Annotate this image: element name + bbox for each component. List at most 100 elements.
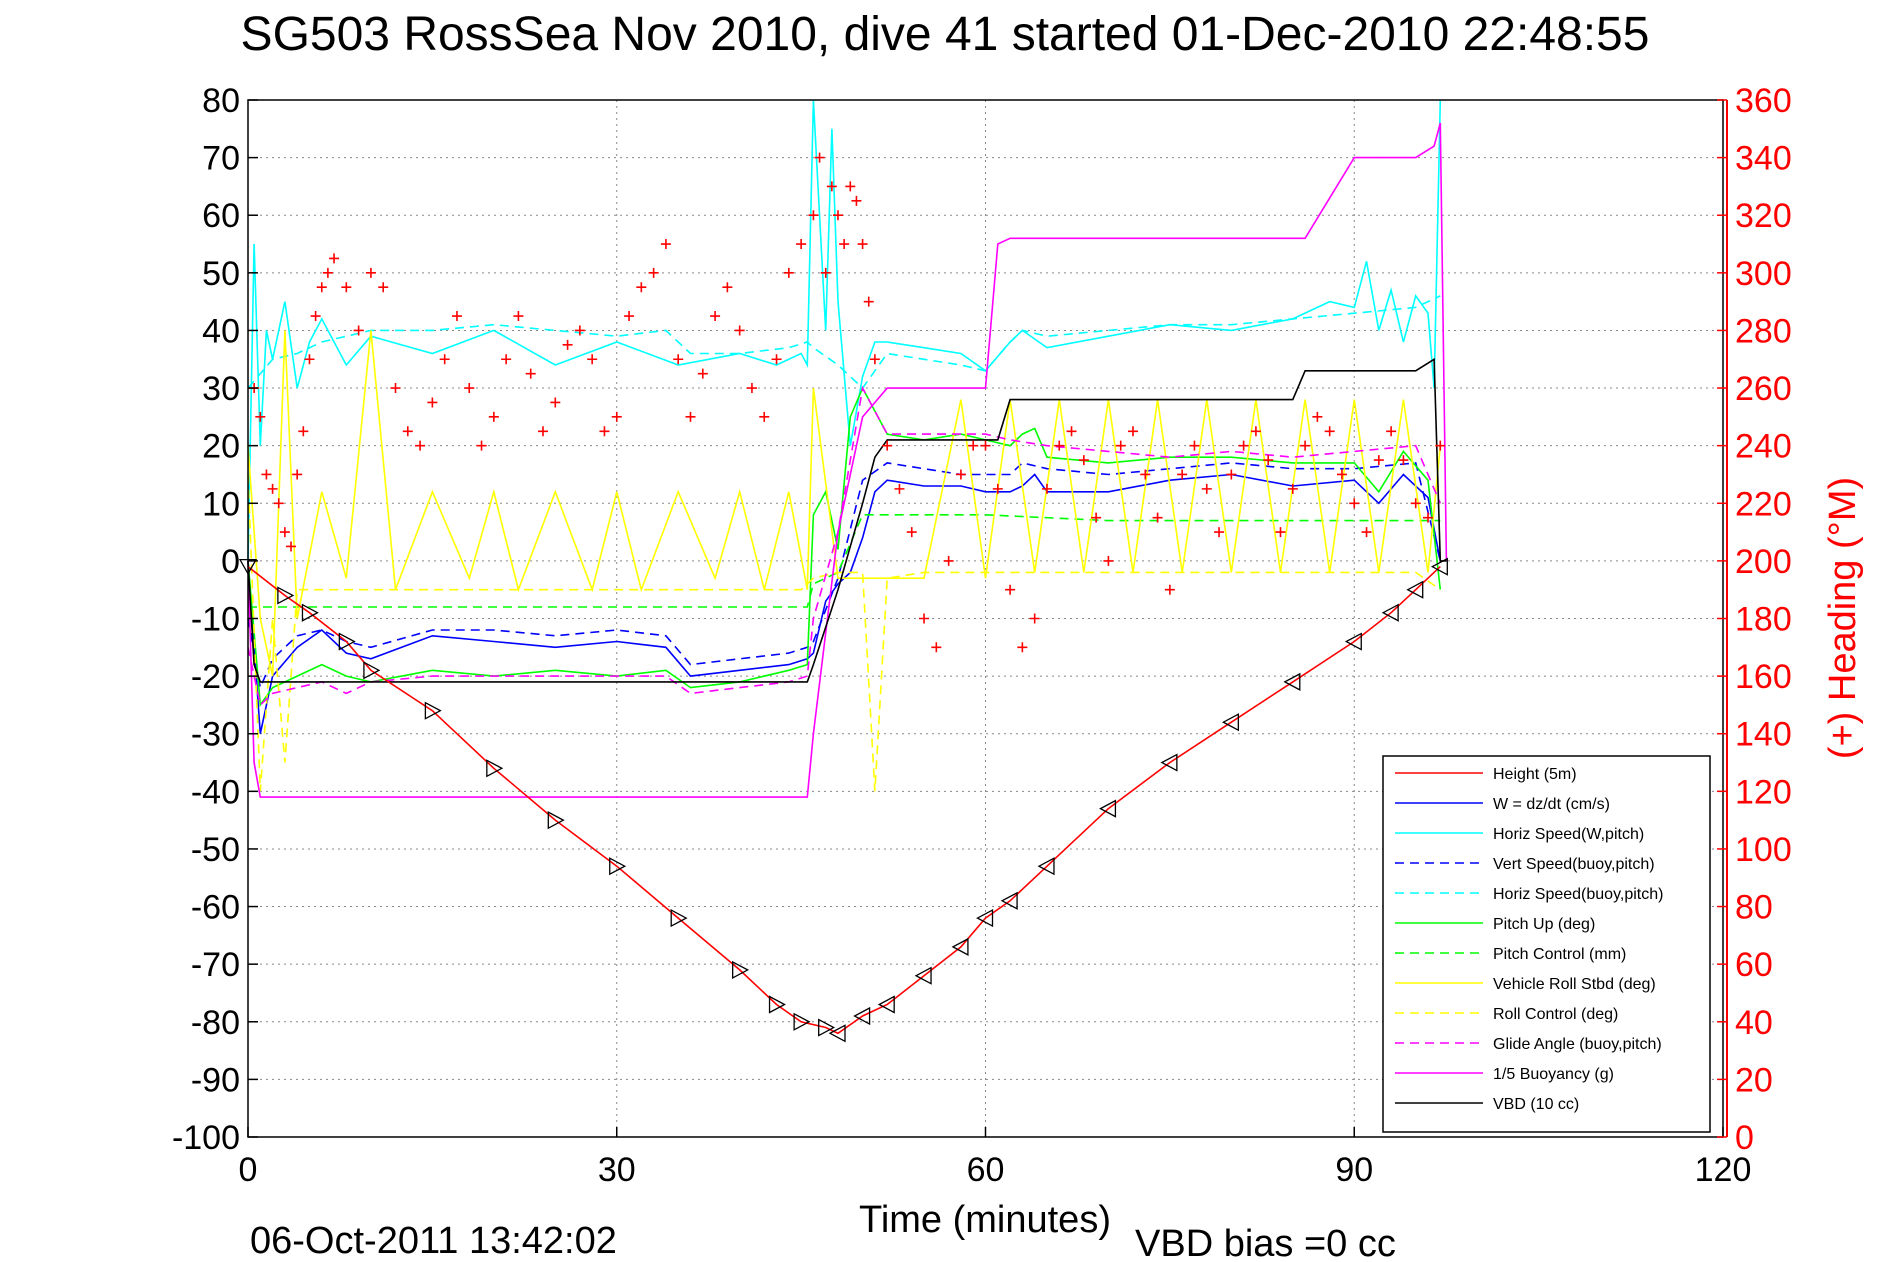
heading-point	[488, 411, 499, 422]
heading-point	[759, 411, 770, 422]
x-axis: 0 30 60 90 120	[239, 1127, 1752, 1189]
y-right-tick-label: 120	[1735, 773, 1792, 811]
grid	[248, 100, 1723, 1137]
heading-point	[746, 383, 757, 394]
heading-point	[968, 440, 979, 451]
depth-marker	[609, 857, 627, 876]
y-axis-right-label: (+) Heading (°M)	[1822, 477, 1864, 759]
depth-marker	[338, 632, 356, 651]
heading-point	[1140, 469, 1151, 480]
heading-point	[636, 282, 647, 293]
legend: Height (5m) W = dz/dt (cm/s) Horiz Speed(W…	[1382, 755, 1711, 1133]
heading-point	[464, 383, 475, 394]
x-tick-label: 60	[967, 1151, 1005, 1189]
heading-point	[1115, 440, 1126, 451]
legend-label: Vehicle Roll Stbd (deg)	[1493, 976, 1656, 993]
heading-point	[298, 426, 309, 437]
heading-point	[906, 527, 917, 538]
heading-point	[697, 368, 708, 379]
depth-marker	[363, 661, 381, 680]
heading-point	[1398, 455, 1409, 466]
heading-point	[439, 354, 450, 365]
series-line	[248, 513, 1441, 608]
heading-point	[1189, 440, 1200, 451]
y-tick-label: -70	[191, 946, 240, 984]
heading-point	[1201, 483, 1212, 494]
heading-point	[304, 354, 315, 365]
depth-marker	[1430, 557, 1448, 576]
heading-point	[839, 239, 850, 250]
heading-point	[1005, 584, 1016, 595]
x-tick-label: 30	[598, 1151, 636, 1189]
heading-point	[894, 483, 905, 494]
y-tick-label: -40	[191, 773, 240, 811]
x-tick-label: 90	[1335, 1151, 1373, 1189]
heading-point	[857, 239, 868, 250]
x-tick-label: 120	[1695, 1151, 1752, 1189]
series-line	[247, 462, 1442, 691]
heading-point	[286, 541, 297, 552]
series-lines	[247, 99, 1448, 1035]
heading-point	[710, 311, 721, 322]
heading-point	[402, 426, 413, 437]
depth-marker	[547, 811, 565, 830]
y-right-tick-label: 60	[1735, 946, 1773, 984]
heading-point	[538, 426, 548, 437]
heading-point	[833, 210, 843, 221]
depth-marker	[877, 995, 895, 1014]
depth-marker	[670, 908, 688, 928]
series-line	[247, 386, 1442, 708]
y-tick-label: 70	[202, 140, 240, 178]
y-tick-label: -20	[191, 658, 240, 696]
series-line	[247, 99, 1442, 561]
heading-point	[255, 411, 266, 422]
heading-point	[955, 469, 966, 480]
heading-point	[851, 195, 862, 206]
y-tick-label: 0	[221, 543, 240, 581]
heading-point	[820, 267, 831, 278]
depth-marker	[914, 966, 932, 985]
y-tick-label: 30	[202, 370, 240, 408]
heading-point	[1287, 483, 1298, 494]
heading-point	[771, 354, 782, 365]
depth-marker	[732, 960, 750, 980]
heading-point	[869, 354, 880, 365]
y-right-tick-label: 180	[1735, 601, 1792, 639]
chart-title: SG503 RossSea Nov 2010, dive 41 started …	[241, 8, 1650, 61]
depth-marker	[951, 937, 969, 956]
y-tick-label: 10	[202, 485, 240, 523]
heading-point	[1164, 584, 1175, 595]
series-line	[247, 385, 1442, 707]
legend-label: Pitch Control (mm)	[1493, 946, 1626, 963]
heading-point	[943, 555, 954, 566]
heading-point	[611, 411, 622, 422]
y-tick-label: 80	[202, 82, 240, 120]
depth-marker	[1344, 632, 1362, 651]
heading-point	[329, 253, 340, 264]
y-right-tick-label: 240	[1735, 428, 1792, 466]
heading-point	[1373, 455, 1384, 466]
depth-marker	[768, 995, 786, 1014]
y-tick-label: -80	[191, 1004, 240, 1042]
heading-point	[525, 368, 536, 379]
heading-point	[1435, 440, 1446, 451]
heading-point	[1066, 426, 1077, 437]
depth-marker	[486, 759, 504, 778]
heading-point	[624, 311, 635, 322]
heading-point	[796, 239, 807, 250]
y-right-tick-label: 300	[1735, 255, 1792, 293]
y-tick-label: -60	[191, 889, 240, 927]
legend-label: Pitch Up (deg)	[1493, 916, 1595, 933]
legend-label: Roll Control (deg)	[1493, 1006, 1618, 1023]
y-tick-label: 20	[202, 428, 240, 466]
depth-marker	[1283, 672, 1301, 691]
heading-point	[826, 181, 837, 192]
y-tick-label: -90	[191, 1061, 240, 1099]
heading-point	[574, 325, 585, 336]
heading-point	[882, 440, 893, 451]
heading-point	[685, 411, 696, 422]
heading-point	[814, 152, 825, 163]
heading-point	[1263, 455, 1274, 466]
heading-point	[1041, 483, 1052, 494]
depth-marker	[301, 603, 319, 622]
